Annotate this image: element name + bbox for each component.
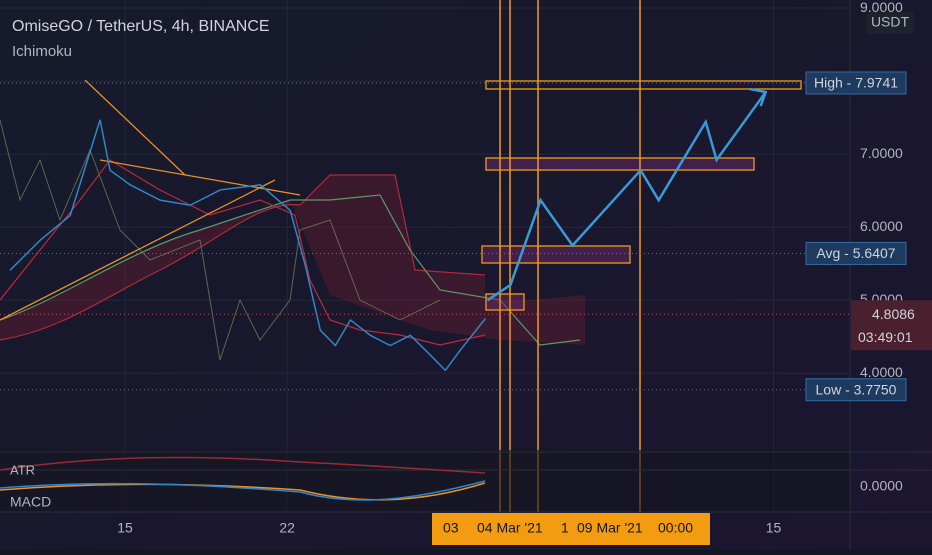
macd-tick: 0.0000	[860, 478, 903, 494]
zone-box	[485, 157, 755, 171]
price-label: Avg - 5.6407	[816, 245, 895, 261]
y-tick-label: 4.0000	[860, 364, 903, 380]
price-label-box	[805, 241, 907, 265]
price-line	[486, 91, 767, 302]
zone-box	[481, 245, 631, 264]
chikou-span	[0, 119, 441, 361]
macd-signal	[0, 482, 486, 501]
x-tick-label: 15	[766, 520, 782, 536]
price-line	[9, 119, 487, 372]
ichimoku-cloud	[0, 175, 585, 345]
pane-label: MACD	[10, 494, 51, 510]
time-label: 04 Mar '21	[477, 520, 543, 536]
price-label: Low - 3.7750	[816, 381, 897, 397]
price-label-box	[851, 300, 932, 351]
y-tick-label: 9.0000	[860, 0, 903, 15]
time-label-box	[432, 513, 710, 545]
currency: USDT	[871, 14, 910, 30]
grid	[0, 0, 850, 512]
time-label: 00:00	[658, 520, 693, 536]
time-label: 09 Mar '21	[577, 520, 643, 536]
senkou-span	[0, 174, 486, 341]
atr-line	[0, 456, 486, 474]
indicator-pane	[0, 450, 850, 512]
macd-line	[0, 480, 486, 501]
price-label: High - 7.9741	[814, 75, 898, 91]
indicator-label: Ichimoku	[12, 43, 72, 60]
time-label: 1	[561, 520, 569, 536]
time-label: 03	[443, 520, 459, 536]
price-label-box	[805, 378, 907, 402]
chart-title: OmiseGO / TetherUS, 4h, BINANCE	[12, 18, 270, 35]
zone-box	[485, 293, 525, 311]
y-tick-label: 7.0000	[860, 145, 903, 161]
y-tick-label: 6.0000	[860, 218, 903, 234]
pane-label: ATR	[10, 462, 35, 477]
arrow-head	[749, 87, 768, 107]
trend-line	[99, 159, 301, 196]
kijun-sen	[0, 159, 486, 346]
countdown: 03:49:01	[858, 329, 913, 345]
trend-line	[84, 79, 186, 176]
zone-box	[485, 80, 802, 90]
x-tick-label: 22	[279, 520, 295, 536]
price-label-box	[805, 71, 907, 95]
x-tick-label: 15	[117, 520, 133, 536]
trend-line	[0, 179, 276, 321]
senkou-span-b	[0, 194, 581, 346]
currency-badge	[866, 12, 914, 34]
price-label: 4.8086	[872, 306, 915, 322]
